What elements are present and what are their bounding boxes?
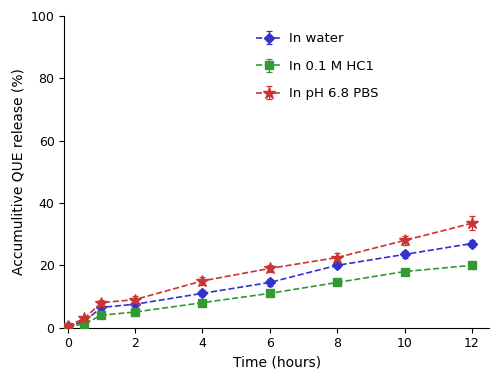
Y-axis label: Accumulitive QUE release (%): Accumulitive QUE release (%) xyxy=(11,69,25,275)
X-axis label: Time (hours): Time (hours) xyxy=(232,356,320,370)
Legend: In water, In 0.1 M HC1, In pH 6.8 PBS: In water, In 0.1 M HC1, In pH 6.8 PBS xyxy=(249,26,385,107)
